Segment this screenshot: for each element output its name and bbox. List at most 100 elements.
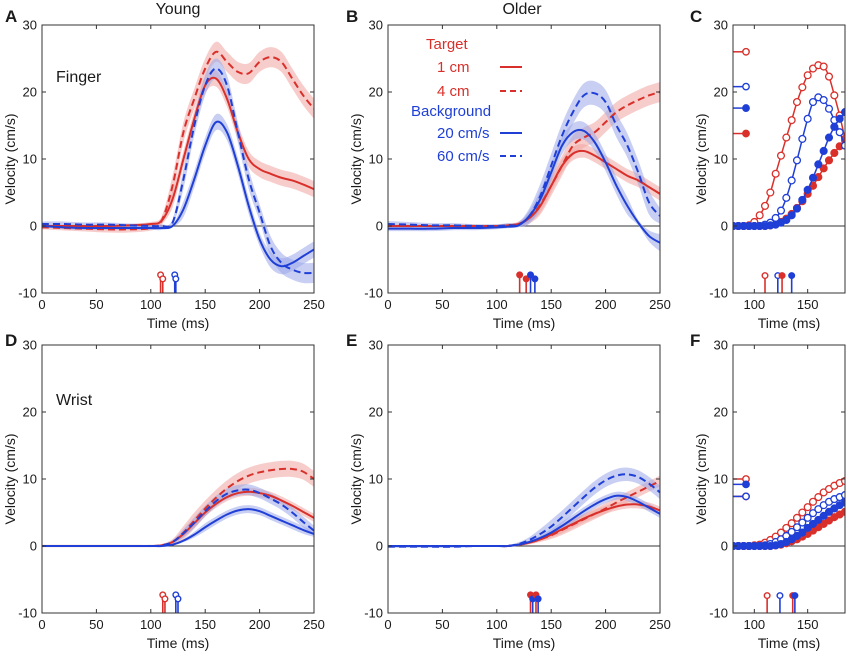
data-point	[830, 148, 839, 158]
data-point	[808, 173, 818, 182]
x-tick-label: 50	[89, 617, 103, 632]
panel-letter-F: F	[690, 331, 700, 350]
y-tick-label: -10	[364, 606, 383, 621]
y-tick-label: 0	[30, 539, 37, 554]
band-1-cm	[388, 500, 660, 547]
series-line-young-4-cm	[733, 64, 845, 227]
onset-marker	[161, 595, 169, 603]
data-point	[782, 193, 791, 202]
onset-marker	[159, 275, 167, 283]
data-point	[808, 497, 818, 506]
band-4-cm	[388, 81, 660, 228]
x-tick-label: 50	[435, 297, 449, 312]
x-tick-label: 200	[595, 617, 617, 632]
y-tick-label: 0	[376, 219, 383, 234]
data-point	[760, 201, 770, 210]
series-line-60-cm-s	[388, 473, 660, 548]
series-line-4-cm	[42, 50, 314, 231]
y-tick-label: -10	[364, 286, 383, 301]
data-point	[771, 169, 780, 178]
x-axis-label: Time (ms)	[493, 315, 555, 331]
data-point	[824, 156, 834, 165]
data-point	[824, 72, 834, 81]
onset-marker	[527, 271, 535, 279]
panel-F: F -10 0 10 20 30 100 150 Time (ms) Velocity (cm/s…	[690, 331, 846, 651]
onset-marker	[174, 595, 182, 603]
data-point	[782, 215, 791, 225]
y-tick-label: 20	[369, 405, 383, 420]
x-tick-label: 250	[303, 617, 325, 632]
series-line-20-cm-s	[388, 128, 660, 244]
data-point	[835, 114, 844, 123]
plot-area-C	[733, 61, 845, 231]
x-tick-label: 200	[249, 297, 271, 312]
panel-letter-E: E	[346, 331, 357, 350]
data-point	[835, 128, 844, 137]
x-axis-label: Time (ms)	[758, 315, 820, 331]
data-point	[824, 133, 834, 142]
data-point	[808, 519, 818, 528]
x-tick-label: 100	[486, 297, 508, 312]
x-tick-label: 50	[435, 617, 449, 632]
y-tick-label: 20	[369, 85, 383, 100]
x-tick-label: 50	[89, 297, 103, 312]
legend: Target 1 cm 4 cm Background 20 cm/s 60 c…	[411, 36, 522, 165]
data-point	[787, 176, 796, 185]
y-tick-label: -10	[18, 286, 37, 301]
left-marker	[742, 129, 750, 138]
y-tick-label: 0	[30, 219, 37, 234]
onset-marker	[761, 272, 769, 280]
data-point	[819, 164, 828, 173]
x-tick-label: 0	[38, 297, 45, 312]
data-point	[766, 188, 775, 197]
y-tick-label: 10	[23, 472, 37, 487]
x-axis-label: Time (ms)	[147, 315, 209, 331]
left-marker	[742, 492, 750, 501]
series-line-4-cm	[388, 480, 660, 548]
data-point	[803, 523, 812, 532]
plot-area-B	[388, 80, 660, 252]
x-tick-label: 0	[384, 617, 391, 632]
y-tick-label: 0	[721, 219, 728, 234]
y-axis-label: Velocity (cm/s)	[348, 113, 364, 204]
x-tick-label: 100	[140, 617, 162, 632]
series-line-20-cm-s	[42, 120, 314, 268]
data-point	[803, 513, 812, 522]
x-tick-label: 150	[194, 297, 216, 312]
onset-marker	[776, 592, 784, 600]
data-point	[819, 95, 828, 105]
y-tick-label: 20	[714, 85, 728, 100]
data-point	[792, 513, 802, 522]
series-line-60-cm-s	[42, 488, 314, 548]
x-tick-label: 250	[303, 297, 325, 312]
x-tick-label: 100	[486, 617, 508, 632]
onset-marker	[763, 592, 771, 600]
x-tick-label: 150	[540, 617, 562, 632]
y-tick-label: 30	[369, 18, 383, 33]
onset-marker	[531, 275, 539, 283]
data-point	[782, 133, 791, 142]
x-axis-label: Time (ms)	[493, 635, 555, 651]
data-point	[798, 528, 807, 537]
data-point	[798, 518, 807, 527]
axes-frame	[41, 344, 315, 614]
x-tick-label: 150	[797, 617, 819, 632]
y-tick-label: 30	[714, 18, 728, 33]
panel-C: C -10 0 10 20 30 100 150 Time (ms) Velocity (cm/s…	[690, 7, 846, 331]
y-tick-label: -10	[709, 606, 728, 621]
data-point	[792, 98, 802, 107]
legend-label-4cm: 4 cm	[437, 83, 470, 100]
axes-frame	[387, 24, 661, 294]
x-tick-label: 0	[384, 297, 391, 312]
effector-label-finger: Finger	[56, 69, 102, 86]
y-tick-label: 10	[714, 152, 728, 167]
x-tick-label: 200	[249, 617, 271, 632]
band-4-cm	[388, 475, 660, 547]
legend-label-1cm: 1 cm	[437, 59, 470, 76]
data-point	[798, 134, 807, 143]
plot-area-E	[388, 467, 660, 548]
column-title-older: Older	[502, 1, 542, 18]
y-axis-label: Velocity (cm/s)	[348, 433, 364, 524]
data-point	[803, 71, 812, 80]
